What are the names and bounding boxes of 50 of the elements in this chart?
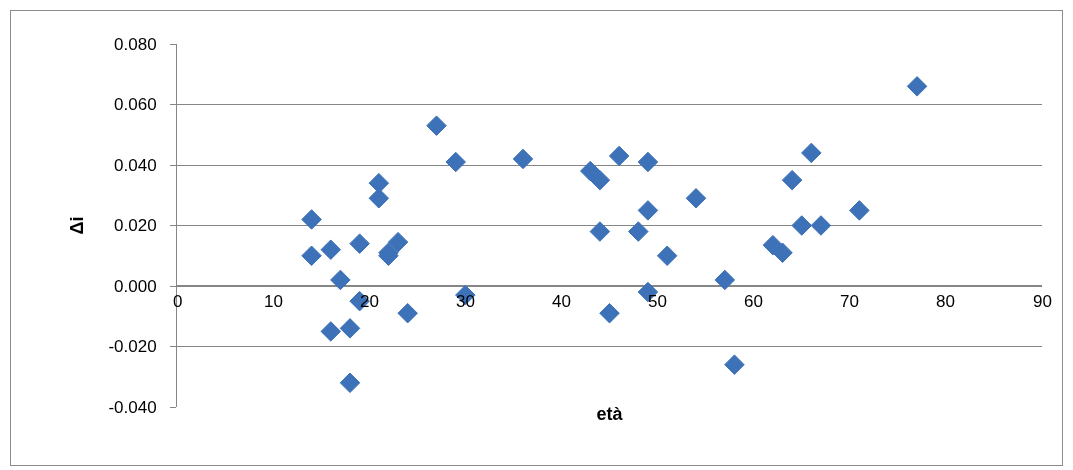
x-tick-label: 90 [1033,292,1052,311]
point [608,145,630,167]
point [589,221,611,242]
point [685,188,707,209]
point [445,151,466,173]
point [589,169,611,191]
x-tick-label: 40 [552,292,571,311]
y-tick-label: 0.060 [114,95,157,115]
point [320,321,342,342]
point [637,151,659,173]
point [714,269,736,291]
point [772,242,793,263]
x-tick-label: 10 [264,292,283,311]
point [656,245,678,266]
point [628,221,649,242]
point [801,142,822,164]
point [349,233,370,254]
x-tick-label: 70 [840,292,859,311]
x-tick-label: 0 [173,292,183,311]
y-tick-label: 0.080 [114,34,157,54]
y-tick-label: 0.020 [114,216,157,236]
point [339,318,361,339]
point [368,188,390,209]
point [849,200,870,221]
point [512,148,534,170]
point [580,160,601,182]
y-tick-label: -0.040 [108,397,157,417]
y-axis-title: Δi [66,216,87,235]
point [330,269,351,291]
point [906,76,928,97]
y-tick-label: 0.000 [114,276,157,296]
point [339,372,361,394]
x-tick-label: 60 [744,292,763,311]
point [320,239,342,260]
point [397,302,418,324]
y-tick-label: -0.020 [108,337,157,357]
point [301,209,322,230]
point [637,200,659,221]
x-axis-title: età [596,404,624,425]
point [301,245,322,266]
y-tick-label: 0.040 [114,155,157,175]
point [387,231,409,253]
point [426,115,447,136]
point [781,169,803,191]
x-tick-label: 50 [648,292,667,311]
point [791,215,812,236]
point [724,354,745,375]
x-tick-label: 80 [936,292,955,311]
point [599,302,620,324]
point [810,215,832,236]
